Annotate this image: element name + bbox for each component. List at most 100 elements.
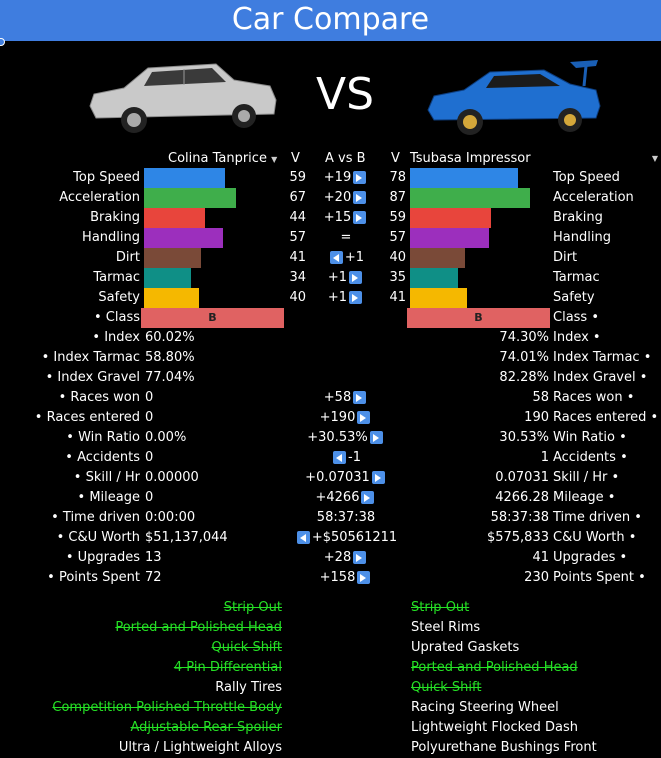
upgrade-item-a: Ultra / Lightweight Alloys — [118, 740, 282, 755]
detail-value-b: 74.01% — [499, 350, 549, 365]
stat-label-b: Braking — [553, 210, 603, 225]
resize-handle[interactable] — [0, 38, 5, 46]
detail-compare: -1 — [290, 448, 402, 468]
upgrade-item-b: Racing Steering Wheel — [411, 700, 559, 715]
detail-diff: 58:37:38 — [316, 510, 376, 525]
car-a-select[interactable]: Colina Tanprice ▼ — [168, 151, 277, 167]
chevron-down-icon: ▼ — [651, 154, 658, 163]
detail-value-b: 74.30% — [499, 330, 549, 345]
detail-row: • Index Tarmac 58.80% 74.01% Index Tarma… — [0, 348, 661, 368]
detail-value-b: 58:37:38 — [490, 510, 549, 525]
detail-label-a: • Index — [92, 330, 140, 345]
detail-value-a: $51,137,044 — [145, 530, 228, 545]
stat-diff: +15 — [323, 210, 352, 225]
detail-label-a: • Index Gravel — [45, 370, 140, 385]
detail-row: • C&U Worth $51,137,044 +$50561211 $575,… — [0, 528, 661, 548]
stat-compare: +20 — [306, 188, 386, 208]
arrow-right-icon — [369, 431, 383, 444]
class-label-b: Class • — [553, 310, 600, 325]
stat-bar-a — [144, 188, 236, 208]
stat-row: Safety 40 +1 41 Safety — [0, 288, 661, 308]
upgrade-item-a: Ported and Polished Head — [115, 620, 282, 635]
column-v-a: V — [291, 151, 300, 166]
detail-value-b: 1 — [540, 450, 549, 465]
stat-value-a: 44 — [289, 210, 306, 225]
detail-label-a: • Upgrades — [65, 550, 140, 565]
stat-value-a: 67 — [289, 190, 306, 205]
stat-compare: +1 — [306, 288, 386, 308]
detail-label-b: Upgrades • — [553, 550, 628, 565]
detail-diff: +28 — [323, 550, 352, 565]
stat-label-a: Handling — [82, 230, 140, 245]
detail-label-a: • Mileage — [77, 490, 140, 505]
stat-value-b: 87 — [389, 190, 406, 205]
detail-value-b: 4266.28 — [495, 490, 549, 505]
stat-compare: +1 — [306, 268, 386, 288]
stat-bar-b — [410, 268, 458, 288]
car-a-name: Colina Tanprice — [168, 151, 267, 166]
detail-label-a: • Win Ratio — [66, 430, 140, 445]
stat-bar-b — [410, 208, 491, 228]
stat-label-a: Acceleration — [59, 190, 140, 205]
detail-value-b: 0.07031 — [495, 470, 549, 485]
stat-row: Acceleration 67 +20 87 Acceleration — [0, 188, 661, 208]
detail-value-a: 13 — [145, 550, 162, 565]
arrow-left-icon — [329, 251, 343, 264]
detail-label-a: • Index Tarmac — [41, 350, 140, 365]
stat-bar-a — [144, 248, 201, 268]
stat-value-b: 78 — [389, 170, 406, 185]
detail-diff: +0.07031 — [305, 470, 370, 485]
arrow-right-icon — [353, 551, 367, 564]
stat-label-a: Braking — [90, 210, 140, 225]
detail-label-a: • Accidents — [65, 450, 140, 465]
upgrade-item-a: 4 Pin Differential — [173, 660, 282, 675]
detail-value-b: 190 — [524, 410, 549, 425]
upgrade-item-b: Steel Rims — [411, 620, 481, 635]
upgrade-item-a: Competition Polished Throttle Body — [52, 700, 282, 715]
stat-label-b: Handling — [553, 230, 611, 245]
stat-row: Dirt 41 +1 40 Dirt — [0, 248, 661, 268]
stat-bar-a — [144, 268, 191, 288]
car-b-select[interactable]: Tsubasa Impressor ▼ — [410, 151, 658, 167]
detail-row: • Win Ratio 0.00% +30.53% 30.53% Win Rat… — [0, 428, 661, 448]
page-title: Car Compare — [231, 2, 430, 37]
detail-label-a: • Races entered — [34, 410, 140, 425]
detail-label-a: • Races won — [58, 390, 140, 405]
detail-label-b: Accidents • — [553, 450, 628, 465]
detail-value-a: 0.00% — [145, 430, 187, 445]
stat-label-a: Tarmac — [93, 270, 140, 285]
detail-compare: +190 — [290, 408, 402, 428]
detail-label-b: Mileage • — [553, 490, 616, 505]
stat-value-b: 57 — [389, 230, 406, 245]
detail-value-a: 0 — [145, 410, 154, 425]
stat-label-b: Tarmac — [553, 270, 600, 285]
detail-value-a: 0 — [145, 450, 154, 465]
stat-value-a: 34 — [289, 270, 306, 285]
upgrade-item-b: Ported and Polished Head — [411, 660, 578, 675]
detail-value-a: 60.02% — [145, 330, 195, 345]
detail-value-a: 0 — [145, 490, 154, 505]
detail-diff: +$50561211 — [311, 530, 398, 545]
stat-label-b: Acceleration — [553, 190, 634, 205]
stat-row: Top Speed 59 +19 78 Top Speed — [0, 168, 661, 188]
upgrade-item-b: Polyurethane Bushings Front — [411, 740, 597, 755]
column-v-b: V — [391, 151, 400, 166]
detail-diff: +158 — [319, 570, 356, 585]
arrow-right-icon — [357, 571, 371, 584]
detail-compare: +30.53% — [290, 428, 402, 448]
detail-row: • Index 60.02% 74.30% Index • — [0, 328, 661, 348]
detail-value-b: 41 — [532, 550, 549, 565]
arrow-right-icon — [361, 491, 375, 504]
detail-compare: +28 — [290, 548, 402, 568]
stat-label-b: Top Speed — [553, 170, 620, 185]
detail-value-a: 77.04% — [145, 370, 195, 385]
stat-bar-b — [410, 168, 518, 188]
detail-row: • Skill / Hr 0.00000 +0.07031 0.07031 Sk… — [0, 468, 661, 488]
stat-diff: +1 — [344, 250, 365, 265]
stat-bar-a — [144, 288, 199, 308]
detail-value-a: 0.00000 — [145, 470, 199, 485]
detail-row: • Points Spent 72 +158 230 Points Spent … — [0, 568, 661, 588]
stat-compare: +15 — [306, 208, 386, 228]
detail-label-a: • Time driven — [51, 510, 140, 525]
arrow-right-icon — [353, 191, 367, 204]
